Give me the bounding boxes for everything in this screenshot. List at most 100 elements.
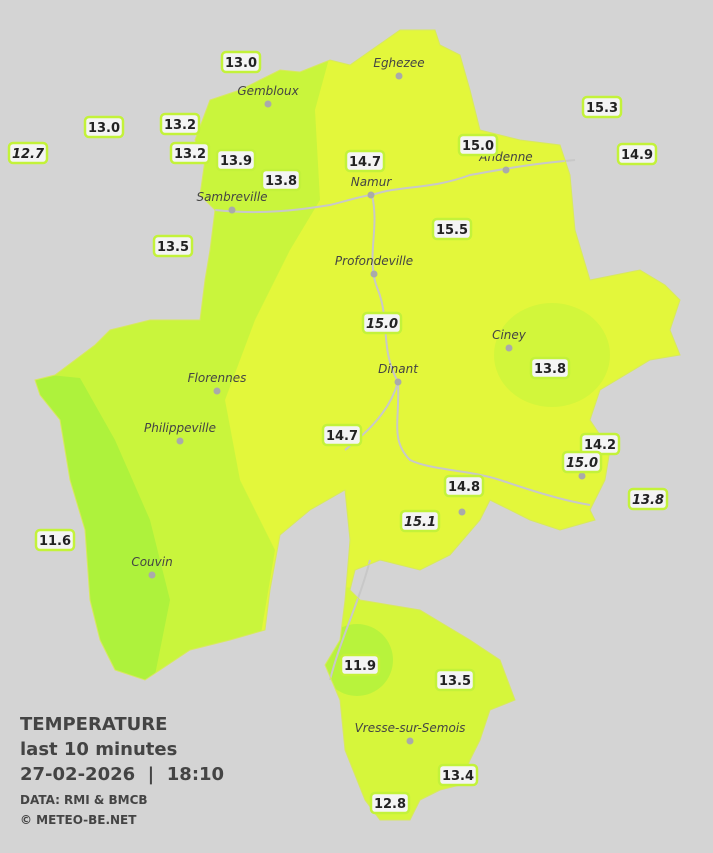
reading-value: 14.7	[349, 155, 381, 170]
city-label: Ciney	[492, 328, 527, 342]
reading-box	[627, 487, 669, 511]
city-dot	[502, 166, 510, 174]
reading: 12.8	[369, 791, 411, 815]
reading-box	[159, 112, 201, 136]
legend-subtitle: last 10 minutes	[20, 739, 177, 760]
town-dot	[458, 508, 466, 516]
city-label: Florennes	[188, 371, 247, 385]
city-dot	[394, 378, 402, 386]
reading-value: 15.0	[462, 139, 494, 154]
reading: 13.8	[627, 487, 669, 511]
reading-value: 15.0	[566, 456, 598, 471]
reading-box	[34, 528, 76, 552]
reading: 14.7	[321, 423, 363, 447]
city-dot	[505, 344, 513, 352]
city-label: Profondeville	[335, 254, 413, 268]
city-label: Sambreville	[196, 190, 267, 204]
reading-value: 13.2	[174, 147, 206, 162]
reading: 11.6	[34, 528, 76, 552]
reading: 15.0	[361, 311, 403, 335]
reading: 13.9	[215, 148, 257, 172]
reading-box	[529, 356, 571, 380]
reading-box	[457, 133, 499, 157]
city-label: Namur	[351, 175, 393, 189]
city-label: Eghezee	[373, 56, 424, 70]
reading-value: 12.8	[374, 797, 406, 812]
reading: 15.0	[457, 133, 499, 157]
city-label: Dinant	[378, 362, 419, 376]
city-dot	[213, 387, 221, 395]
reading-box	[220, 50, 262, 74]
city-dot	[228, 206, 236, 214]
reading: 14.2	[579, 432, 621, 456]
legend-credit: © METEO-BE.NET	[20, 813, 137, 827]
town-dot	[578, 472, 586, 480]
reading-value: 15.3	[586, 101, 618, 116]
reading-box	[339, 653, 381, 677]
reading: 15.1	[399, 509, 441, 533]
readings: 13.0 13.0 13.2 13.2 13.9 13.8 14.7 15.0 15.3 14.9…	[7, 50, 669, 815]
city-dot	[176, 437, 184, 445]
reading-value: 13.8	[534, 362, 566, 377]
reading-box	[321, 423, 363, 447]
city-dot	[406, 737, 414, 745]
reading: 14.9	[616, 142, 658, 166]
reading-value: 13.0	[225, 56, 257, 71]
reading: 12.7	[7, 141, 49, 165]
reading: 14.8	[443, 474, 485, 498]
reading: 13.5	[434, 668, 476, 692]
reading-box	[7, 141, 49, 165]
reading-value: 11.9	[344, 659, 376, 674]
legend-datetime: 27-02-2026 | 18:10	[20, 764, 224, 785]
city-label: Gembloux	[237, 84, 299, 98]
reading: 15.0	[561, 450, 603, 474]
reading-value: 13.0	[88, 121, 120, 136]
city-dot	[264, 100, 272, 108]
reading-box	[361, 311, 403, 335]
reading-value: 14.7	[326, 429, 358, 444]
reading-box	[437, 763, 479, 787]
reading-box	[581, 95, 623, 119]
reading: 13.2	[169, 141, 211, 165]
reading-box	[443, 474, 485, 498]
reading-box	[616, 142, 658, 166]
reading-value: 13.5	[439, 674, 471, 689]
cities: EghezeeGemblouxAndenneNamurSambrevillePr…	[131, 56, 586, 745]
reading-box	[215, 148, 257, 172]
city-dot	[370, 270, 378, 278]
reading-box	[369, 791, 411, 815]
legend: TEMPERATURE last 10 minutes 27-02-2026 |…	[20, 714, 224, 827]
reading-value: 13.8	[632, 493, 664, 508]
reading: 15.3	[581, 95, 623, 119]
reading-value: 15.1	[404, 515, 436, 530]
city-label: Couvin	[131, 555, 172, 569]
reading-box	[152, 234, 194, 258]
city-label: Vresse-sur-Semois	[355, 721, 466, 735]
reading-box	[434, 668, 476, 692]
city-label: Philippeville	[144, 421, 216, 435]
reading: 13.0	[83, 115, 125, 139]
reading-value: 15.5	[436, 223, 468, 238]
reading-value: 13.4	[442, 769, 474, 784]
reading-box	[431, 217, 473, 241]
city-dot	[148, 571, 156, 579]
city-dot	[395, 72, 403, 80]
reading-value: 13.5	[157, 240, 189, 255]
legend-title: TEMPERATURE	[20, 714, 167, 735]
reading: 14.7	[344, 149, 386, 173]
city-dot	[367, 191, 375, 199]
reading: 13.8	[529, 356, 571, 380]
reading-box	[169, 141, 211, 165]
reading-box	[260, 168, 302, 192]
reading-value: 13.8	[265, 174, 297, 189]
reading: 13.0	[220, 50, 262, 74]
reading: 13.4	[437, 763, 479, 787]
reading-box	[399, 509, 441, 533]
reading-value: 14.9	[621, 148, 653, 163]
reading-value: 14.8	[448, 480, 480, 495]
reading: 13.8	[260, 168, 302, 192]
reading: 11.9	[339, 653, 381, 677]
reading: 15.5	[431, 217, 473, 241]
reading: 13.5	[152, 234, 194, 258]
